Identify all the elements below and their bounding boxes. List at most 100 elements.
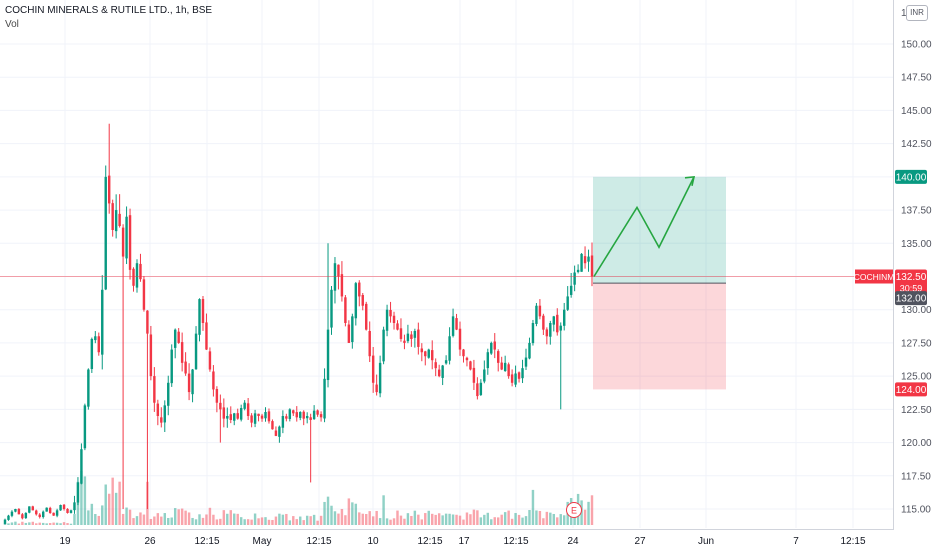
currency-badge[interactable]: INR	[906, 5, 928, 21]
price-tick-label: 137.50	[901, 206, 932, 217]
candle-body	[507, 364, 510, 377]
candle-body	[556, 314, 559, 333]
candle-body	[389, 309, 392, 317]
candle-body	[114, 210, 118, 232]
volume-bar	[587, 501, 590, 525]
volume-bar	[444, 513, 448, 525]
candle-body	[587, 256, 590, 262]
long-position-tool[interactable]	[593, 176, 726, 390]
candle-body	[444, 360, 448, 364]
volume-bar	[375, 510, 378, 525]
volume-bar	[330, 505, 333, 525]
candle-body	[205, 322, 208, 350]
volume-bar	[378, 518, 382, 525]
volume-bar	[517, 514, 521, 525]
volume-bar	[41, 522, 45, 525]
candle-body	[257, 413, 260, 416]
candle-body	[312, 410, 316, 420]
candle-body	[69, 510, 73, 513]
candle-body	[278, 426, 281, 437]
candle-body	[330, 289, 333, 328]
candle-body	[194, 333, 198, 370]
price-tick-label: 150.00	[901, 40, 932, 51]
volume-bar	[226, 513, 229, 525]
candle-body	[549, 323, 552, 337]
candle-body	[177, 331, 180, 343]
candle-body	[31, 506, 35, 511]
candle-body	[215, 389, 219, 403]
candle-body	[267, 411, 271, 422]
projection-arrowhead	[684, 175, 696, 187]
volume-bar	[128, 509, 132, 525]
candle-body	[142, 279, 146, 310]
volume-bar	[590, 495, 594, 525]
volume-bar	[347, 498, 351, 525]
volume-bar	[118, 481, 121, 525]
candle-body	[497, 351, 500, 363]
candle-body	[45, 507, 48, 512]
candle-body	[14, 509, 17, 512]
volume-bar	[135, 516, 139, 525]
candle-body	[542, 315, 545, 330]
price-tick-label: 122.50	[901, 405, 932, 416]
volume-bar	[573, 512, 576, 525]
volume-bar	[198, 514, 201, 525]
volume-bar	[399, 515, 403, 525]
volume-bar	[354, 503, 358, 525]
candle-body	[399, 328, 403, 339]
volume-bar	[490, 519, 493, 525]
candle-body	[212, 371, 215, 390]
volume-bar	[260, 517, 264, 525]
candle-body	[552, 316, 556, 325]
price-tick-label: 145.00	[901, 106, 932, 117]
volume-bar	[7, 523, 10, 525]
price-tick-label: 142.50	[901, 139, 932, 150]
volume-label[interactable]: Vol	[5, 19, 19, 30]
volume-bar	[292, 516, 295, 525]
target-zone[interactable]	[593, 176, 726, 284]
target-price-tag: 140.00	[895, 169, 927, 184]
candle-body	[392, 315, 396, 323]
volume-bar	[62, 522, 66, 525]
volume-bar	[14, 521, 17, 525]
volume-bar	[406, 513, 410, 525]
candle-body	[38, 514, 41, 517]
candle-body	[62, 504, 66, 509]
candle-body	[97, 336, 100, 353]
candle-body	[590, 255, 594, 277]
symbol-title[interactable]: COCHIN MINERALS & RUTILE LTD., 1h, BSE	[5, 5, 213, 16]
volume-bar	[514, 513, 517, 525]
candle-body	[146, 310, 149, 334]
candle-body	[573, 272, 576, 285]
volume-bar	[114, 492, 118, 525]
chart-legend: COCHIN MINERALS & RUTILE LTD., 1h, BSE V…	[5, 4, 212, 32]
volume-bar	[167, 517, 170, 525]
earnings-marker[interactable]: E	[566, 502, 582, 518]
candle-body	[132, 268, 135, 286]
candle-body	[302, 411, 305, 419]
candle-body	[118, 213, 121, 227]
candle-body	[59, 505, 62, 511]
candle-body	[503, 362, 507, 372]
candle-body	[243, 402, 246, 409]
volume-bar	[69, 523, 73, 525]
candle-body	[80, 449, 83, 484]
volume-bar	[333, 511, 337, 525]
volume-bar	[139, 512, 142, 525]
candle-body	[465, 357, 469, 361]
stop-zone[interactable]	[593, 283, 726, 390]
volume-bar	[257, 518, 260, 525]
candle-body	[48, 507, 52, 513]
volume-bar	[215, 519, 219, 525]
candle-body	[167, 382, 170, 406]
candle-body	[285, 416, 288, 419]
candle-body	[173, 329, 177, 348]
candle-body	[21, 514, 24, 519]
time-axis[interactable]: 19 26 12:15 May 12:15 10 12:15 17 12:15 24 27 Jun 7 1…	[0, 529, 893, 548]
candle-body	[83, 405, 87, 449]
projection-path[interactable]	[593, 176, 695, 277]
candle-body	[187, 373, 191, 393]
volume-bar	[472, 509, 476, 525]
